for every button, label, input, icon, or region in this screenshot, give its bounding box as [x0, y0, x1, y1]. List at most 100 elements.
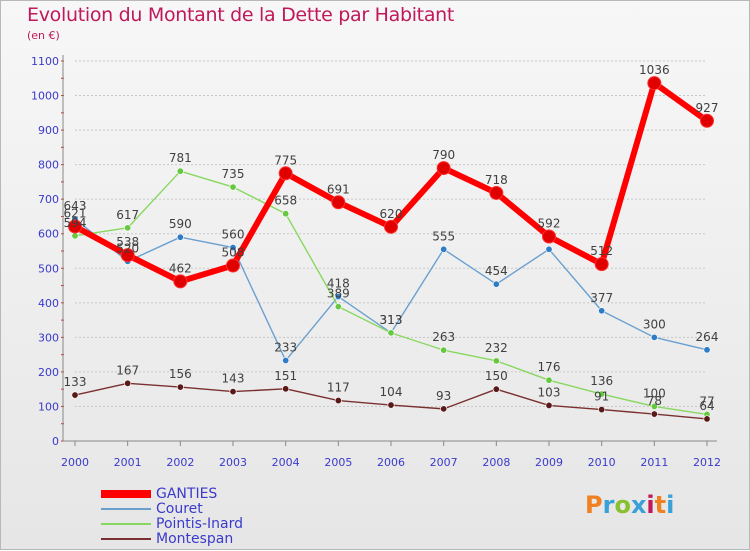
data-point	[650, 410, 658, 418]
proxiti-logo: Proxiti	[585, 491, 674, 519]
logo-letter: t	[654, 491, 667, 519]
legend-swatch	[101, 508, 151, 510]
data-point	[703, 346, 711, 354]
x-tick-label: 2012	[693, 456, 721, 469]
x-tick-label: 2005	[324, 456, 352, 469]
data-point	[492, 280, 500, 288]
data-point	[492, 357, 500, 365]
data-label: 462	[169, 261, 192, 275]
data-point	[176, 167, 184, 175]
data-label: 313	[380, 313, 403, 327]
data-label: 508	[222, 246, 245, 260]
y-tick-label: 800	[38, 159, 59, 172]
data-point	[542, 229, 556, 244]
x-tick-label: 2004	[272, 456, 300, 469]
data-point	[282, 357, 290, 365]
data-point	[229, 244, 237, 252]
data-label: 232	[485, 341, 508, 355]
x-tick-label: 2008	[482, 456, 510, 469]
data-label: 136	[590, 374, 613, 388]
x-tick-label: 2000	[61, 456, 89, 469]
data-label: 560	[222, 228, 245, 242]
data-point	[647, 76, 662, 91]
data-label: 927	[696, 101, 719, 115]
data-point	[334, 397, 342, 405]
data-point	[650, 333, 658, 341]
data-point	[703, 415, 711, 423]
data-label: 658	[274, 194, 297, 208]
logo-letter: o	[614, 491, 631, 519]
data-point	[176, 383, 184, 391]
y-tick-label: 300	[38, 331, 59, 344]
data-label: 78	[647, 394, 662, 408]
chart-unit: (en €)	[27, 29, 60, 42]
data-label: 691	[327, 182, 350, 196]
data-point	[282, 385, 290, 393]
data-label: 176	[538, 360, 561, 374]
data-point	[331, 195, 346, 210]
x-tick-label: 2002	[166, 456, 194, 469]
data-point	[545, 376, 553, 384]
legend-label: Pointis-Inard	[156, 516, 243, 532]
y-tick-label: 600	[38, 228, 59, 241]
data-point	[545, 401, 553, 409]
data-point	[594, 257, 609, 272]
y-tick-label: 100	[38, 400, 59, 413]
data-point	[700, 113, 714, 128]
legend-label: Montespan	[156, 531, 234, 547]
legend-swatch	[101, 523, 151, 525]
data-point	[598, 406, 606, 414]
logo-letter: x	[630, 491, 647, 519]
data-point	[440, 346, 448, 354]
y-tick-label: 0	[52, 435, 59, 448]
data-label: 418	[327, 277, 350, 291]
data-point	[387, 401, 395, 409]
data-label: 454	[485, 264, 508, 278]
data-point	[173, 274, 188, 289]
y-tick-label: 500	[38, 262, 59, 275]
data-label: 643	[64, 199, 87, 213]
legend-label: GANTIES	[156, 486, 218, 502]
data-point	[229, 183, 237, 191]
legend-label: Couret	[156, 501, 203, 517]
data-point	[334, 303, 342, 311]
data-label: 735	[222, 167, 245, 181]
data-label: 313	[380, 313, 403, 327]
data-label: 555	[432, 229, 455, 243]
logo-letter: P	[585, 491, 603, 519]
data-label: 718	[485, 173, 508, 187]
data-label: 781	[169, 151, 192, 165]
data-label: 167	[116, 363, 139, 377]
x-tick-label: 2007	[430, 456, 458, 469]
x-tick-label: 2010	[588, 456, 616, 469]
data-label: 233	[274, 341, 297, 355]
data-label: 520	[116, 241, 139, 255]
data-label: 264	[696, 330, 719, 344]
data-label: 104	[380, 385, 403, 399]
data-label: 263	[432, 330, 455, 344]
data-label: 1036	[639, 63, 670, 77]
chart-title: Evolution du Montant de la Dette par Hab…	[27, 4, 455, 26]
data-point	[226, 258, 240, 273]
data-point	[384, 219, 398, 234]
data-point	[598, 307, 606, 315]
data-label: 389	[327, 287, 350, 301]
data-point	[489, 185, 504, 200]
data-point	[124, 224, 132, 232]
data-point	[68, 219, 82, 234]
data-label: 64	[699, 399, 714, 413]
data-label: 592	[538, 216, 561, 230]
data-label: 93	[436, 389, 451, 403]
data-point	[229, 388, 237, 396]
data-label: 103	[538, 385, 561, 399]
data-label: 77	[699, 394, 714, 408]
x-tick-label: 2011	[640, 456, 668, 469]
data-label: 100	[643, 386, 666, 400]
x-tick-label: 2001	[114, 456, 142, 469]
data-point	[598, 390, 606, 398]
data-label: 117	[327, 381, 350, 395]
data-label: 512	[590, 244, 613, 258]
data-point	[282, 210, 290, 218]
y-tick-label: 700	[38, 193, 59, 206]
